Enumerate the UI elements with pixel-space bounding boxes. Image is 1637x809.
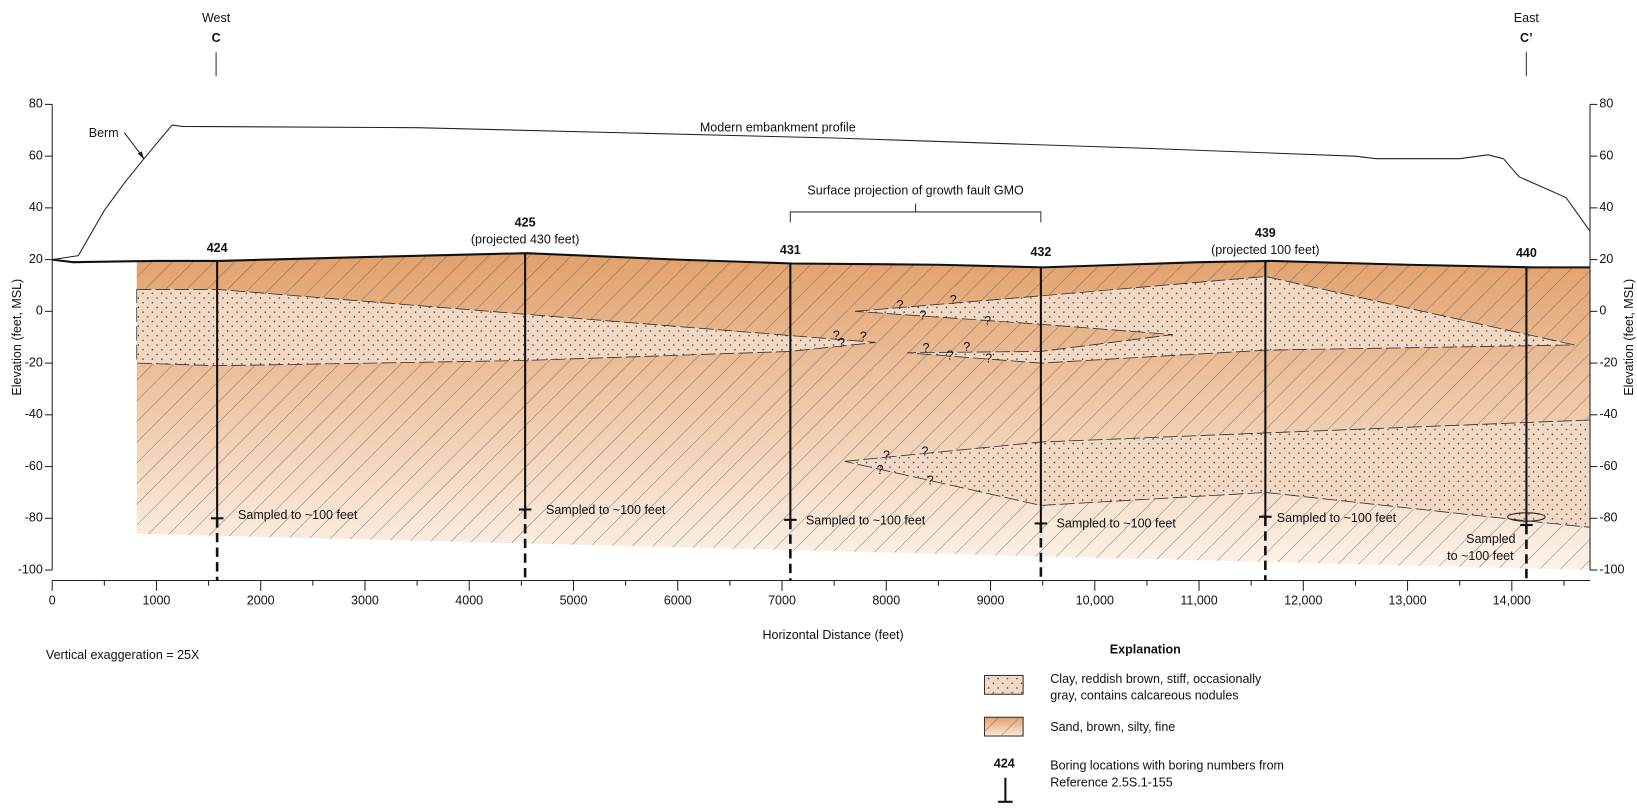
ground-surface bbox=[52, 252, 1591, 269]
legend-swatch-dots bbox=[984, 675, 1024, 695]
fault-bracket bbox=[789, 211, 1042, 223]
x-tick-label: 12,000 bbox=[1284, 594, 1322, 608]
y-tick-label: -60 bbox=[1599, 459, 1617, 473]
legend-label: Reference 2.5S.1-155 bbox=[1050, 775, 1172, 789]
uncertain-mark: ? bbox=[921, 444, 928, 458]
uncertain-mark: ? bbox=[883, 449, 890, 463]
clay-lens-dots bbox=[136, 288, 876, 367]
x-tick-label: 6000 bbox=[664, 594, 692, 608]
uncertain-mark: ? bbox=[860, 330, 867, 344]
x-axis-label: Horizontal Distance (feet) bbox=[763, 628, 904, 642]
boring-number: 439 bbox=[1255, 226, 1276, 240]
y-tick-label: -100 bbox=[18, 562, 43, 576]
y-tick-label: -100 bbox=[1599, 562, 1624, 576]
legend-swatch-hatch bbox=[984, 717, 1024, 737]
y-axis-label: Elevation (feet, MSL) bbox=[10, 279, 24, 396]
uncertain-mark: ? bbox=[927, 474, 934, 488]
direction: East bbox=[1514, 11, 1540, 25]
canvas: 0 1000 2000 3000 4000 5000 6000 7000 8000 9000 10,… bbox=[10, 11, 1636, 803]
y-tick-label: -40 bbox=[1599, 407, 1617, 421]
boring-number: 432 bbox=[1030, 245, 1051, 259]
uncertain-mark: ? bbox=[963, 340, 970, 354]
sample-note: Sampled bbox=[1466, 532, 1515, 546]
boring-note: (projected 100 feet) bbox=[1211, 243, 1320, 257]
uncertain-mark: ? bbox=[923, 341, 930, 355]
sample-note: Sampled to ~100 feet bbox=[1057, 516, 1177, 530]
berm-label: Berm bbox=[89, 126, 119, 140]
x-tick-label: 4000 bbox=[455, 594, 483, 608]
uncertain-mark: ? bbox=[833, 328, 840, 342]
boring-note: (projected 430 feet) bbox=[471, 232, 580, 246]
y-tick-label: 0 bbox=[1599, 304, 1606, 318]
y-tick-label: -20 bbox=[1599, 355, 1617, 369]
x-tick-label: 9000 bbox=[977, 594, 1005, 608]
y-tick-label: 40 bbox=[29, 200, 43, 214]
section-mark: C bbox=[212, 31, 221, 45]
y-tick-label: 40 bbox=[1599, 200, 1613, 214]
y-tick-label: -40 bbox=[25, 407, 43, 421]
legend-label: Boring locations with boring numbers fro… bbox=[1050, 759, 1284, 773]
x-tick-label: 3000 bbox=[351, 594, 379, 608]
legend-label: Sand, brown, silty, fine bbox=[1050, 720, 1175, 734]
y-tick-label: 60 bbox=[1599, 148, 1613, 162]
legend-symbol-number: 424 bbox=[994, 757, 1015, 771]
y-tick-label: -20 bbox=[25, 355, 43, 369]
uncertain-mark: ? bbox=[984, 314, 991, 328]
y-tick-label: 60 bbox=[29, 148, 43, 162]
y-tick-label: 0 bbox=[36, 304, 43, 318]
boring-number: 431 bbox=[780, 243, 801, 257]
x-tick-label: 2000 bbox=[247, 594, 275, 608]
berm-arrowhead bbox=[137, 151, 145, 160]
section-mark: C’ bbox=[1520, 31, 1533, 45]
y-tick-label: -80 bbox=[25, 511, 43, 525]
embankment-profile bbox=[52, 124, 1591, 261]
x-tick-label: 7000 bbox=[768, 594, 796, 608]
uncertain-mark: ? bbox=[877, 463, 884, 477]
x-tick-label: 8000 bbox=[872, 594, 900, 608]
legend-title: Explanation bbox=[1110, 643, 1181, 657]
uncertain-mark: ? bbox=[896, 298, 903, 312]
y-tick-label: -80 bbox=[1599, 511, 1617, 525]
legend-label: gray, contains calcareous nodules bbox=[1050, 689, 1238, 703]
y-tick-label: -60 bbox=[25, 459, 43, 473]
x-tick-label: 11,000 bbox=[1180, 594, 1217, 608]
sample-note: to ~100 feet bbox=[1447, 549, 1514, 563]
legend-label: Clay, reddish brown, stiff, occasionally bbox=[1050, 672, 1262, 686]
y-tick-label: 80 bbox=[1599, 97, 1613, 111]
sample-note: Sampled to ~100 feet bbox=[1277, 511, 1397, 525]
uncertain-mark: ? bbox=[838, 336, 845, 350]
y-axis-label: Elevation (feet, MSL) bbox=[1622, 279, 1636, 396]
sample-note: Sampled to ~100 feet bbox=[546, 503, 666, 517]
x-tick-label: 14,000 bbox=[1493, 594, 1531, 608]
x-tick-label: 13,000 bbox=[1388, 594, 1426, 608]
fault-label: Surface projection of growth fault GMO bbox=[807, 183, 1024, 197]
x-tick-label: 0 bbox=[49, 594, 56, 608]
boring-number: 425 bbox=[515, 216, 536, 230]
x-tick-label: 1000 bbox=[143, 594, 171, 608]
exaggeration-note: Vertical exaggeration = 25X bbox=[46, 648, 200, 662]
boring-number: 424 bbox=[207, 241, 228, 255]
direction: West bbox=[202, 11, 231, 25]
uncertain-mark: ? bbox=[919, 309, 926, 323]
y-tick-label: 80 bbox=[29, 97, 43, 111]
sample-ellipse bbox=[1507, 512, 1546, 522]
y-tick-label: 20 bbox=[29, 252, 43, 266]
embankment-label: Modern embankment profile bbox=[700, 121, 856, 135]
y-tick-label: 20 bbox=[1599, 252, 1613, 266]
uncertain-mark: ? bbox=[950, 293, 957, 307]
uncertain-mark: ? bbox=[985, 351, 992, 365]
x-tick-label: 10,000 bbox=[1076, 594, 1114, 608]
sample-note: Sampled to ~100 feet bbox=[238, 508, 358, 522]
boring-number: 440 bbox=[1516, 246, 1537, 260]
sample-note: Sampled to ~100 feet bbox=[806, 513, 926, 527]
uncertain-mark: ? bbox=[947, 348, 954, 362]
x-tick-label: 5000 bbox=[560, 594, 588, 608]
